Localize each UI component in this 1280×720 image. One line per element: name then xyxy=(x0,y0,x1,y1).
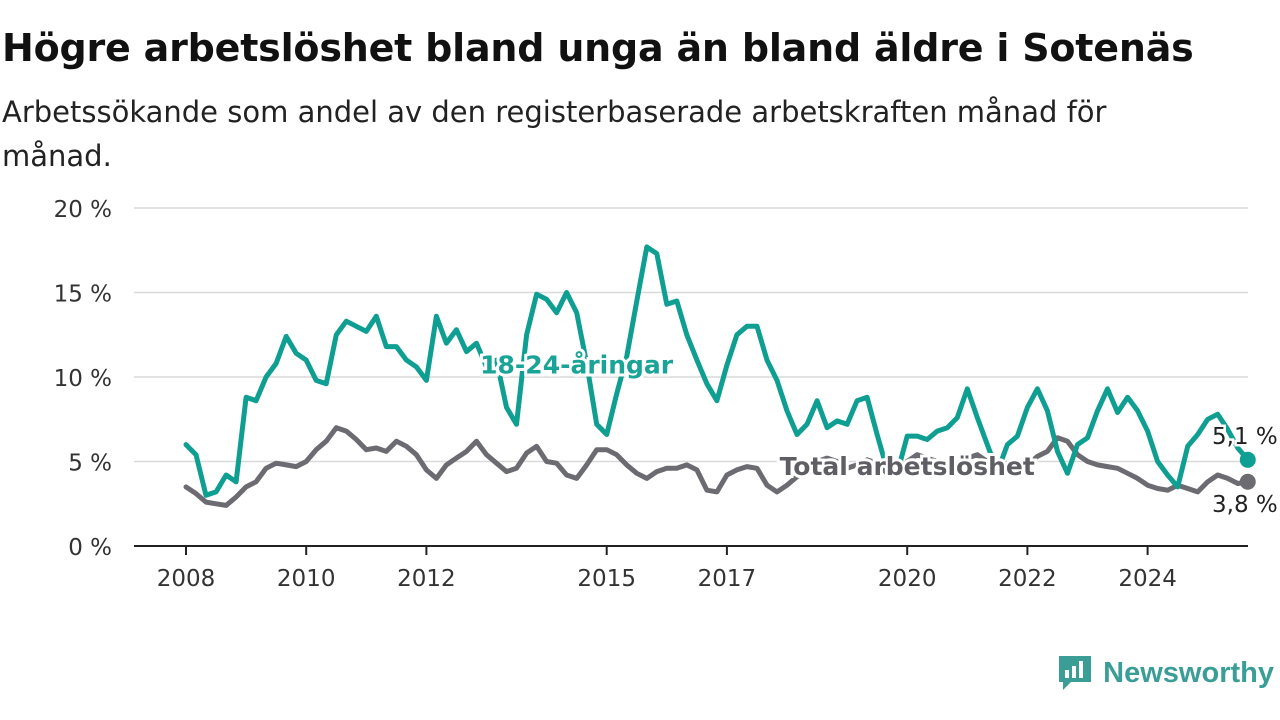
axes: 0 % 5 % 10 % 15 % 20 % 2008 2010 2012 2015 2017 20… xyxy=(54,197,1248,592)
chart-title: Högre arbetslöshet bland unga än bland ä… xyxy=(2,26,1194,70)
x-tick-label: 2022 xyxy=(998,566,1057,592)
x-tick-label: 2008 xyxy=(157,566,216,592)
chart-labels: 5,1 % 3,8 % 18-24-åringar Total arbetslöshe… xyxy=(477,348,1280,521)
x-tick-label: 2012 xyxy=(397,566,456,592)
y-tick-label: 15 % xyxy=(54,282,112,308)
chart-subtitle: Arbetssökande som andel av den registerb… xyxy=(2,95,1107,173)
series-line-youth xyxy=(183,244,1251,498)
newsworthy-logo: Newsworthy xyxy=(1057,654,1274,692)
series-lines xyxy=(183,244,1256,508)
y-tick-label: 0 % xyxy=(68,535,112,561)
x-tick-label: 2015 xyxy=(577,566,636,592)
newsworthy-wordmark: Newsworthy xyxy=(1103,656,1274,689)
series-end-point xyxy=(1239,451,1256,468)
series-end-point xyxy=(1239,473,1256,490)
grid-lines xyxy=(134,207,1248,463)
x-tick-label: 2024 xyxy=(1118,566,1177,592)
newsworthy-logo-icon xyxy=(1059,656,1092,690)
end-value-label: 5,1 % xyxy=(1212,424,1278,450)
y-tick-label: 20 % xyxy=(54,197,112,223)
x-tick-label: 2017 xyxy=(698,566,757,592)
x-tick-label: 2020 xyxy=(878,566,937,592)
series-line-total xyxy=(183,425,1251,508)
series-annotation: 18-24-åringar xyxy=(480,351,674,380)
series-annotation: Total arbetslöshet xyxy=(780,452,1035,481)
end-value-label: 3,8 % xyxy=(1212,492,1278,518)
x-tick-label: 2010 xyxy=(277,566,336,592)
y-tick-label: 5 % xyxy=(68,451,112,477)
y-tick-label: 10 % xyxy=(54,366,112,392)
